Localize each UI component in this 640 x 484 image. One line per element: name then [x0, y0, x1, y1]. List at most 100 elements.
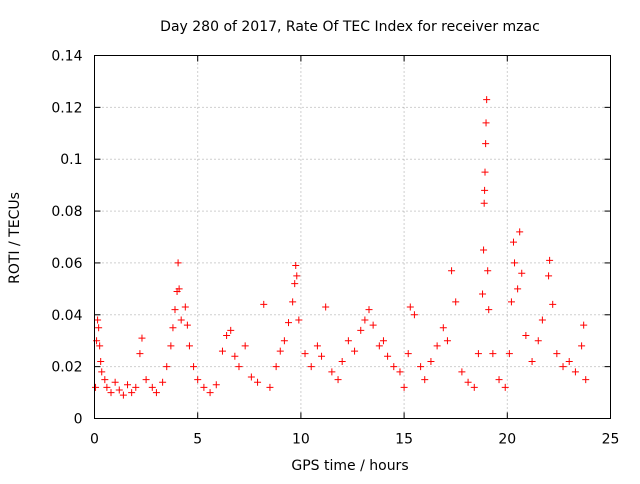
- data-point: [136, 350, 144, 358]
- data-point: [200, 383, 208, 391]
- data-point: [458, 368, 466, 376]
- data-point: [132, 383, 140, 391]
- data-point: [565, 357, 573, 365]
- grid-layer: [94, 55, 611, 419]
- data-point: [95, 324, 103, 332]
- data-point: [181, 303, 189, 311]
- data-point: [421, 376, 429, 384]
- data-point: [464, 378, 472, 386]
- data-point: [97, 357, 105, 365]
- data-point: [507, 298, 515, 306]
- data-point: [227, 326, 235, 334]
- data-point: [148, 383, 156, 391]
- data-point: [138, 334, 146, 342]
- data-point: [206, 389, 214, 397]
- data-point: [361, 316, 369, 324]
- data-points-layer: [92, 96, 590, 399]
- x-tick-label: 25: [602, 432, 620, 448]
- data-point: [545, 272, 553, 280]
- data-point: [369, 321, 377, 329]
- data-point: [470, 383, 478, 391]
- data-point: [103, 383, 111, 391]
- data-point: [571, 368, 579, 376]
- data-point: [183, 321, 191, 329]
- data-point: [301, 350, 309, 358]
- y-tick-label: 0.06: [51, 256, 82, 272]
- data-point: [280, 337, 288, 345]
- data-point: [94, 316, 102, 324]
- data-point: [115, 386, 123, 394]
- data-point: [177, 316, 185, 324]
- data-point: [505, 350, 513, 358]
- data-point: [439, 324, 447, 332]
- data-point: [291, 280, 299, 288]
- data-point: [433, 342, 441, 350]
- data-point: [295, 316, 303, 324]
- data-point: [396, 368, 404, 376]
- data-point: [481, 186, 489, 194]
- data-point: [546, 256, 554, 264]
- data-point: [481, 168, 489, 176]
- data-point: [328, 368, 336, 376]
- data-point: [538, 316, 546, 324]
- data-point: [313, 342, 321, 350]
- data-point: [384, 352, 392, 360]
- data-point: [351, 347, 359, 355]
- data-point: [559, 363, 567, 371]
- data-point: [489, 350, 497, 358]
- data-point: [417, 363, 425, 371]
- y-tick-label: 0.12: [51, 100, 82, 116]
- data-point: [400, 383, 408, 391]
- data-point: [484, 267, 492, 275]
- data-point: [443, 337, 451, 345]
- data-point: [212, 381, 220, 389]
- data-point: [272, 363, 280, 371]
- data-point: [194, 376, 202, 384]
- x-tick-label: 0: [90, 432, 99, 448]
- data-point: [266, 383, 274, 391]
- data-point: [107, 389, 115, 397]
- chart-title: Day 280 of 2017, Rate Of TEC Index for r…: [160, 19, 540, 35]
- data-point: [293, 272, 301, 280]
- data-point: [474, 350, 482, 358]
- data-point: [448, 267, 456, 275]
- data-point: [241, 342, 249, 350]
- data-point: [119, 391, 127, 399]
- data-point: [528, 357, 536, 365]
- data-point: [307, 363, 315, 371]
- x-axis-label: GPS time / hours: [291, 458, 408, 474]
- y-tick-label: 0.04: [51, 308, 82, 324]
- data-point: [247, 373, 255, 381]
- data-point: [379, 337, 387, 345]
- data-point: [501, 383, 509, 391]
- ticks-layer: [94, 55, 611, 419]
- data-point: [231, 352, 239, 360]
- data-point: [578, 342, 586, 350]
- data-point: [514, 285, 522, 293]
- data-point: [483, 96, 491, 104]
- data-point: [479, 290, 487, 298]
- data-point: [338, 357, 346, 365]
- data-point: [553, 350, 561, 358]
- data-point: [171, 306, 179, 314]
- x-tick-label: 20: [498, 432, 516, 448]
- data-point: [163, 363, 171, 371]
- data-point: [375, 342, 383, 350]
- data-point: [254, 378, 262, 386]
- data-point: [128, 389, 136, 397]
- y-tick-label: 0.14: [51, 49, 82, 65]
- data-point: [285, 319, 293, 327]
- data-point: [174, 259, 182, 267]
- data-point: [218, 347, 226, 355]
- y-tick-label: 0.1: [60, 152, 82, 168]
- data-point: [480, 246, 488, 254]
- data-point: [152, 389, 160, 397]
- data-point: [101, 376, 109, 384]
- data-point: [410, 311, 418, 319]
- data-point: [582, 376, 590, 384]
- data-point: [406, 303, 414, 311]
- data-point: [482, 119, 490, 127]
- plot-frame: [94, 55, 611, 419]
- data-point: [495, 376, 503, 384]
